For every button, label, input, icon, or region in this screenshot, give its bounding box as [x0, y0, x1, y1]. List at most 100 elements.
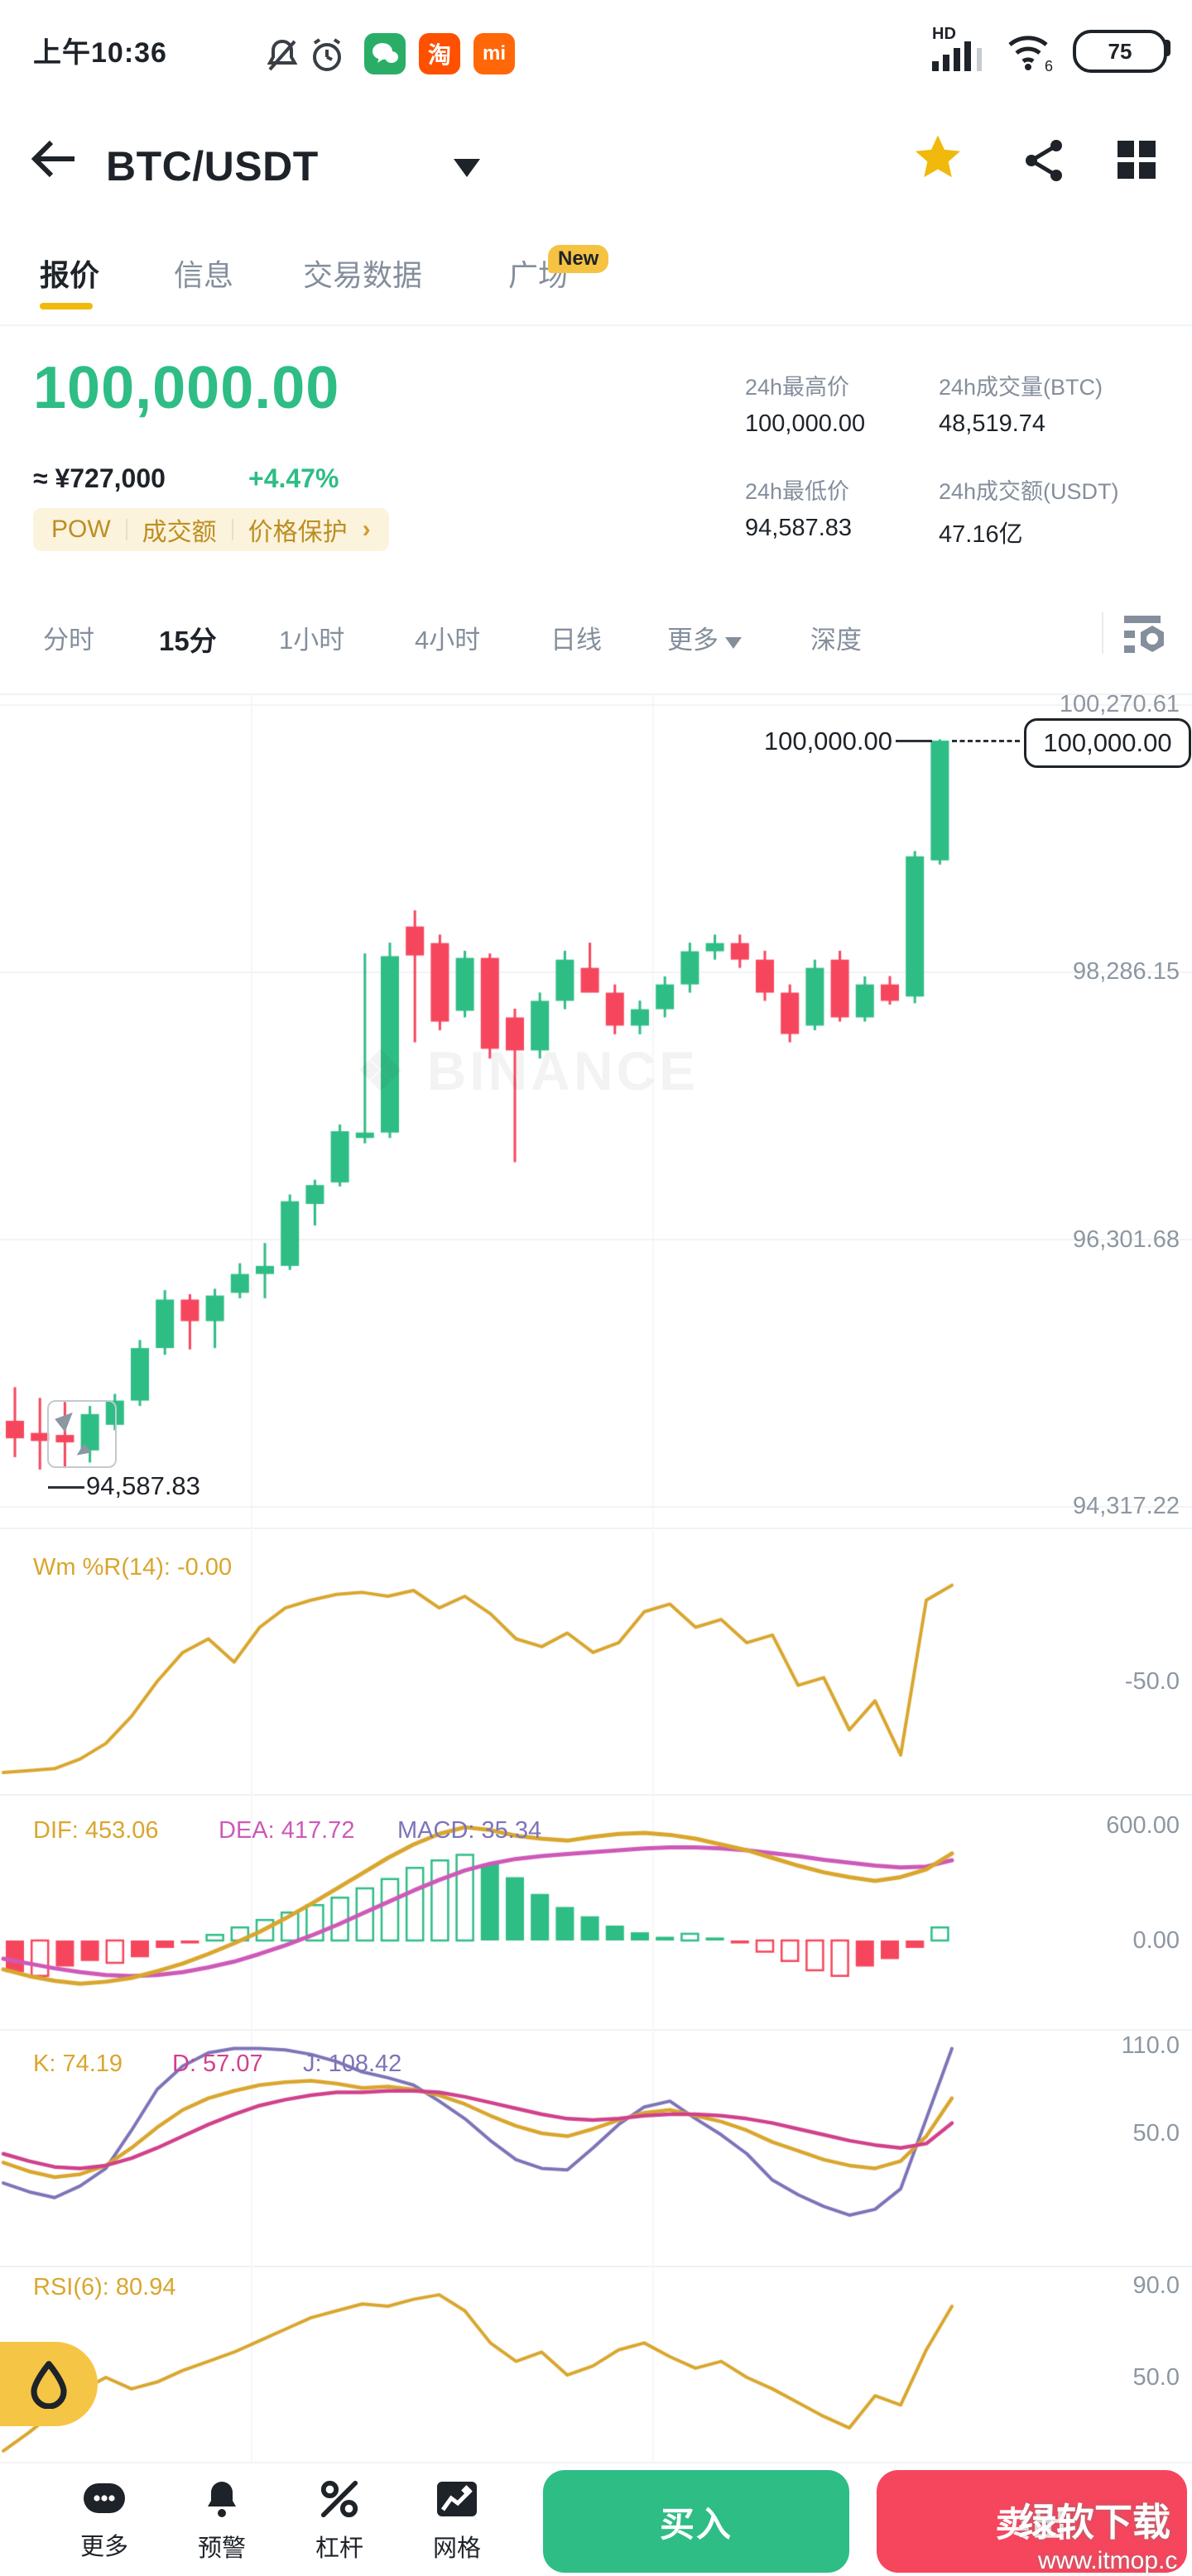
favorite-star-icon[interactable] — [911, 131, 965, 185]
low-marker-label: 94,587.83 — [86, 1471, 200, 1500]
tab-quote[interactable]: 报价 — [40, 258, 100, 292]
tag-price-protect[interactable]: 价格保护 — [248, 519, 348, 546]
nav-grid-trading[interactable]: 网格 — [407, 2478, 507, 2564]
tag-separator — [231, 519, 233, 540]
macd-macd-label[interactable]: MACD: 35.34 — [397, 1817, 542, 1844]
candlestick-chart[interactable] — [0, 693, 1192, 1528]
stat-volbtc-label: 24h成交量(BTC) — [939, 375, 1103, 400]
rsi-label[interactable]: RSI(6): 80.94 — [33, 2274, 176, 2300]
indicator-settings-icon[interactable] — [1119, 612, 1170, 659]
wr-axis-label: -50.0 — [1124, 1668, 1180, 1695]
pair-caret-icon[interactable] — [454, 159, 480, 177]
hd-indicator: HD — [932, 25, 956, 43]
site-watermark-url: www.itmop.c — [1038, 2547, 1178, 2574]
percent-icon — [320, 2480, 358, 2518]
more-bubble-icon — [84, 2483, 125, 2513]
y-axis-label-1: 100,270.61 — [1059, 691, 1180, 717]
stat-volusdt-label: 24h成交额(USDT) — [939, 479, 1119, 504]
svg-text:6: 6 — [1045, 58, 1053, 73]
tf-1h[interactable]: 1小时 — [279, 626, 345, 655]
fiat-price: ≈ ¥727,000 — [33, 463, 166, 493]
wr-indicator-chart[interactable] — [0, 1528, 1192, 1794]
tf-more[interactable]: 更多 — [667, 619, 742, 656]
low-marker-line — [48, 1486, 84, 1489]
tab-info[interactable]: 信息 — [174, 258, 234, 292]
current-price-dash — [952, 740, 1020, 742]
current-price-line — [896, 740, 932, 742]
flame-icon — [31, 2361, 67, 2409]
kdj-d-label[interactable]: D: 57.07 — [172, 2051, 263, 2077]
tf-15m[interactable]: 15分 — [159, 626, 217, 656]
wifi-icon: 6 — [1008, 36, 1053, 73]
rsi-indicator-chart[interactable] — [0, 2266, 1192, 2462]
nav-more[interactable]: 更多 — [55, 2478, 154, 2562]
nav-leverage[interactable]: 杠杆 — [290, 2478, 389, 2564]
tf-depth[interactable]: 深度 — [810, 626, 862, 655]
bell-muted-icon — [267, 39, 298, 71]
kdj-indicator-chart[interactable] — [0, 2029, 1192, 2266]
tab-active-underline — [40, 303, 93, 309]
wr-label[interactable]: Wm %R(14): -0.00 — [33, 1554, 233, 1581]
kdj-k-label[interactable]: K: 74.19 — [33, 2051, 123, 2077]
battery-nub — [1164, 40, 1170, 56]
grid-chart-icon — [437, 2482, 477, 2516]
sell-button[interactable]: 卖出 — [877, 2470, 1187, 2573]
last-price: 100,000.00 — [33, 355, 340, 421]
kdj-axis-label-2: 50.0 — [1132, 2120, 1180, 2147]
pair-title[interactable]: BTC/USDT — [106, 143, 319, 189]
signal-icon — [932, 41, 982, 71]
y-axis-label-3: 96,301.68 — [1072, 1226, 1180, 1253]
tag-volume[interactable]: 成交额 — [142, 519, 217, 546]
hot-fab-button[interactable] — [0, 2342, 98, 2426]
kdj-j-label[interactable]: J: 108.42 — [303, 2051, 402, 2077]
binance-watermark: ❖ BINANCE — [356, 1040, 699, 1101]
battery-level: 75 — [1108, 38, 1132, 64]
macd-indicator-chart[interactable] — [0, 1794, 1192, 2029]
macd-axis-label-2: 0.00 — [1132, 1927, 1180, 1954]
alarm-clock-icon — [313, 38, 341, 71]
new-badge: New — [548, 245, 609, 273]
nav-alert[interactable]: 预警 — [172, 2478, 272, 2564]
buy-button[interactable]: 买入 — [543, 2470, 849, 2573]
site-watermark: 绿软下载 www.itmop.c — [1018, 2492, 1192, 2576]
status-time: 上午10:36 — [33, 37, 167, 69]
candle-selection-box — [47, 1400, 117, 1468]
stat-low-value: 94,587.83 — [745, 515, 853, 541]
mi-app-icon: mi — [473, 33, 515, 74]
wechat-app-icon — [364, 33, 406, 74]
macd-axis-label-1: 600.00 — [1106, 1812, 1180, 1839]
change-percent: +4.47% — [248, 463, 339, 493]
current-price-left-label: 100,000.00 — [763, 727, 892, 756]
site-watermark-title: 绿软下载 — [1018, 2501, 1170, 2544]
apps-grid-icon[interactable] — [1116, 139, 1157, 180]
tf-1d[interactable]: 日线 — [550, 626, 602, 655]
tf-divider — [1102, 612, 1103, 654]
macd-dif-label[interactable]: DIF: 453.06 — [33, 1817, 159, 1844]
stat-volbtc-value: 48,519.74 — [939, 410, 1046, 437]
current-price-badge[interactable]: 100,000.00 — [1024, 718, 1191, 768]
tf-minute[interactable]: 分时 — [43, 626, 94, 655]
stat-high-label: 24h最高价 — [745, 375, 850, 400]
stat-high-value: 100,000.00 — [745, 410, 866, 437]
y-axis-label-2: 98,286.15 — [1072, 958, 1180, 985]
alert-bell-icon — [208, 2482, 236, 2517]
kdj-axis-label-1: 110.0 — [1121, 2032, 1180, 2059]
stat-low-label: 24h最低价 — [745, 479, 850, 504]
stat-volusdt-value: 47.16亿 — [939, 521, 1023, 548]
tag-chevron-icon[interactable]: › — [362, 516, 371, 543]
tag-pill[interactable]: POW 成交额 价格保护 › — [33, 508, 389, 551]
macd-dea-label[interactable]: DEA: 417.72 — [219, 1817, 355, 1844]
rsi-axis-label-2: 50.0 — [1132, 2364, 1180, 2391]
battery-icon: 75 — [1073, 30, 1167, 73]
back-icon[interactable] — [30, 137, 79, 180]
tab-trade-data[interactable]: 交易数据 — [303, 258, 423, 292]
tf-4h[interactable]: 4小时 — [415, 626, 481, 655]
more-caret-icon — [725, 637, 742, 649]
rsi-axis-label-1: 90.0 — [1132, 2272, 1180, 2299]
tag-separator — [125, 519, 127, 540]
share-icon[interactable] — [1023, 139, 1066, 182]
bottom-nav: 更多 预警 杠杆 网格 买入 卖出 — [0, 2462, 1192, 2576]
taobao-app-icon: 淘 — [419, 33, 460, 74]
tag-pow[interactable]: POW — [51, 516, 111, 543]
